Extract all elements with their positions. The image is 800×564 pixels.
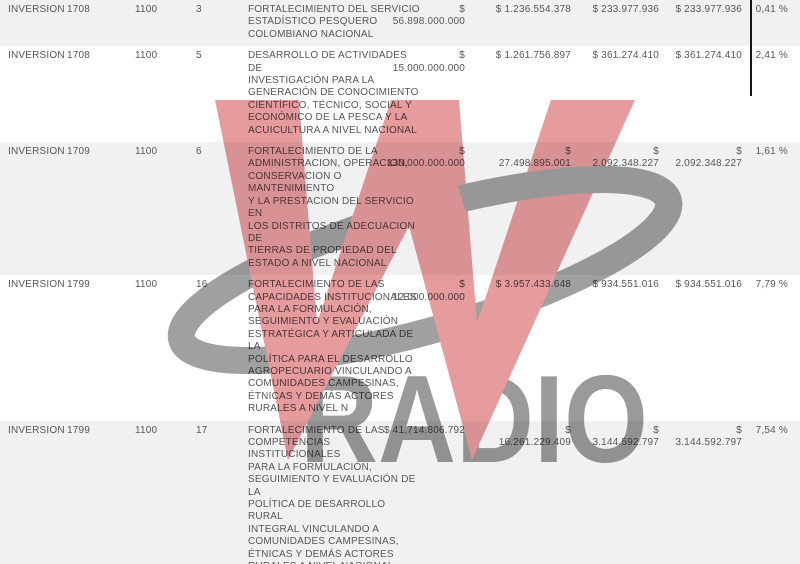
descripcion-text: FORTALECIMIENTO DEL SERVICIO ESTADÍSTICO…	[248, 4, 420, 40]
cell-programa: 1799	[67, 279, 91, 291]
cell-subprograma: 1100	[135, 50, 158, 62]
cell-apropiacion: $ 15.000.000.000	[392, 50, 465, 74]
cell-proyecto: 6	[196, 146, 202, 158]
cell-programa: 1708	[67, 50, 91, 62]
cell-obligaciones: $ 2.092.348.227	[592, 146, 659, 170]
cell-compromisos: $ 16.261.229.409	[498, 424, 571, 448]
cell-obligaciones: $ 233.977.936	[592, 4, 659, 15]
black-divider-line	[750, 0, 752, 96]
cell-apropiacion: $ 12.000.000.000	[392, 279, 465, 303]
cell-apropiacion: $ 56.898.000.000	[392, 4, 465, 28]
cell-subprograma: 1100	[135, 146, 158, 158]
descripcion-text: FORTALECIMIENTO DE LAS COMPETENCIAS INST…	[248, 424, 416, 564]
cell-porcentaje: 2,41 %	[755, 50, 788, 62]
table-row: INVERSION 1799 1100 16 FORTALECIMIENTO D…	[0, 275, 800, 420]
cell-compromisos: $ 1.236.554.378	[495, 4, 571, 15]
cell-subprograma: 1100	[135, 424, 158, 436]
cell-proyecto: 3	[196, 4, 202, 15]
cell-tipo: INVERSION	[8, 424, 65, 436]
cell-pagos: $ 233.977.936	[675, 4, 742, 15]
cell-compromisos: $ 27.498.895.001	[498, 146, 571, 170]
cell-porcentaje: 0,41 %	[755, 4, 788, 15]
cell-descripcion: FORTALECIMIENTO DE LAS COMPETENCIAS INST…	[241, 425, 415, 564]
table-row: INVERSION 1709 1100 6 FORTALECIMIENTO DE…	[0, 142, 800, 276]
cell-proyecto: 16	[196, 279, 208, 291]
cell-tipo: INVERSION	[8, 50, 65, 62]
cell-subprograma: 1100	[135, 279, 158, 291]
cell-obligaciones: $ 361.274.410	[592, 50, 659, 62]
cell-programa: 1799	[67, 424, 91, 436]
cell-pagos: $ 934.551.016	[675, 279, 742, 291]
cell-porcentaje: 7,54 %	[755, 424, 788, 436]
cell-descripcion: DESARROLLO DE ACTIVIDADES DE INVESTIGACI…	[241, 50, 418, 137]
cell-proyecto: 5	[196, 50, 202, 62]
cell-pagos: $ 3.144.592.797	[675, 424, 742, 448]
cell-porcentaje: 7,79 %	[755, 279, 788, 291]
table-row: INVERSION 1708 1100 3 FORTALECIMIENTO DE…	[0, 0, 800, 47]
cell-compromisos: $ 1.261.756.897	[495, 50, 571, 62]
cell-descripcion: FORTALECIMIENTO DE LAS CAPACIDADES INSTI…	[241, 279, 416, 415]
cell-programa: 1709	[67, 146, 91, 158]
cell-apropiacion: $ 41.714.806.792	[383, 424, 465, 436]
cell-tipo: INVERSION	[8, 146, 65, 158]
cell-proyecto: 17	[196, 424, 208, 436]
cell-pagos: $ 2.092.348.227	[675, 146, 742, 170]
cell-obligaciones: $ 934.551.016	[592, 279, 659, 291]
cell-programa: 1708	[67, 4, 91, 15]
cell-obligaciones: $ 3.144.592.797	[592, 424, 659, 448]
table-row: INVERSION 1708 1100 5 DESARROLLO DE ACTI…	[0, 46, 800, 142]
cell-apropiacion: $ 130.000.000.000	[386, 146, 465, 170]
cell-subprograma: 1100	[135, 4, 158, 15]
cell-porcentaje: 1,61 %	[755, 146, 788, 158]
cell-descripcion: FORTALECIMIENTO DE LA ADMINISTRACION, OP…	[241, 146, 415, 270]
cell-compromisos: $ 3.957.433.648	[495, 279, 571, 291]
cell-descripcion: FORTALECIMIENTO DEL SERVICIO ESTADÍSTICO…	[241, 4, 420, 41]
table-row: INVERSION 1799 1100 17 FORTALECIMIENTO D…	[0, 420, 800, 564]
cell-tipo: INVERSION	[8, 279, 65, 291]
cell-tipo: INVERSION	[8, 4, 65, 15]
cell-pagos: $ 361.274.410	[675, 50, 742, 62]
